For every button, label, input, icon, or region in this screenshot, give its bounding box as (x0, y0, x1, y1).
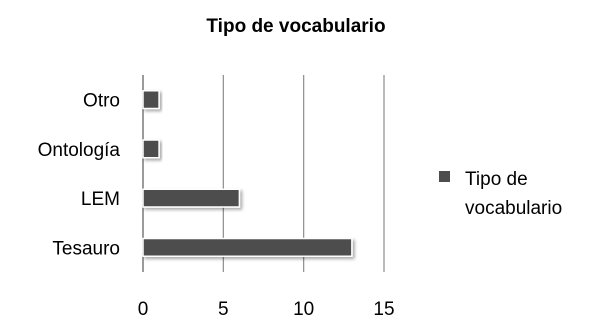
category-label: Ontología (38, 140, 121, 161)
category-labels: Tesauro LEM Ontología Otro (38, 91, 121, 260)
x-tick-label: 10 (293, 299, 314, 320)
legend-label-line-1: Tipo de (465, 169, 528, 190)
legend-label-line-2: vocabulario (465, 198, 562, 219)
bar-otro (142, 90, 160, 110)
x-tick-label: 5 (218, 299, 229, 320)
legend: Tipo de vocabulario (439, 169, 562, 219)
x-tick-label: 0 (138, 299, 149, 320)
category-label: Tesauro (52, 238, 120, 259)
bars (142, 90, 353, 257)
legend-swatch (439, 171, 450, 182)
chart-title: Tipo de vocabulario (206, 16, 385, 37)
category-label: LEM (81, 189, 120, 210)
bar-lem (142, 188, 241, 208)
x-tick-labels: 0 5 10 15 (138, 299, 395, 320)
category-label: Otro (83, 91, 120, 112)
x-tick-label: 15 (373, 299, 394, 320)
bar-ontolog-a (142, 139, 160, 159)
bar-tesauro (142, 237, 353, 257)
